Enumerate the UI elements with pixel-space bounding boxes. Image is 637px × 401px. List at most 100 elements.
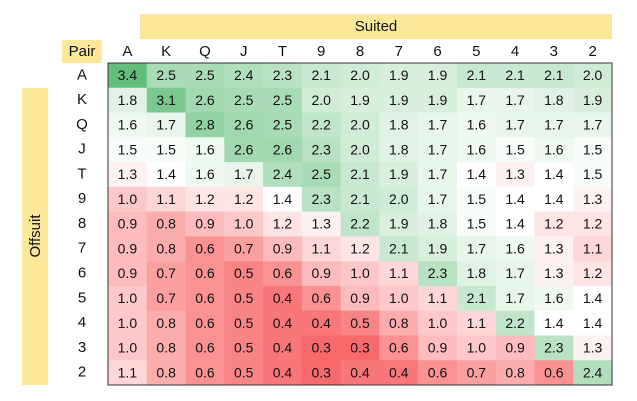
heat-cell — [534, 335, 574, 361]
cell-value: 1.7 — [467, 92, 487, 108]
heat-cell — [418, 63, 458, 89]
cell-value: 2.1 — [467, 290, 487, 306]
row-label: 8 — [78, 215, 86, 232]
heat-cell — [263, 112, 303, 138]
heat-cell — [301, 285, 342, 312]
heat-cell — [108, 261, 148, 287]
offsuit-label: Offsuit — [27, 214, 44, 258]
cell-value: 2.6 — [234, 141, 254, 157]
heat-cell — [263, 186, 303, 213]
heat-cell — [146, 261, 187, 287]
cell-value: 1.3 — [505, 166, 525, 182]
heat-cell — [301, 310, 342, 336]
heat-cell — [108, 186, 148, 213]
cell-value: 0.4 — [273, 315, 293, 331]
heat-cell — [379, 186, 419, 213]
cell-value: 1.9 — [428, 240, 448, 256]
heat-cell — [573, 211, 613, 237]
heat-cell — [340, 335, 380, 361]
cell-value: 1.1 — [156, 191, 176, 207]
cell-value: 0.3 — [350, 340, 370, 356]
grid-border — [107, 62, 613, 386]
heat-cell — [340, 261, 380, 287]
cell-value: 1.6 — [544, 290, 564, 306]
heat-cell — [146, 335, 187, 361]
heat-cell — [224, 236, 264, 262]
cell-value: 1.4 — [583, 315, 603, 331]
cell-value: 0.4 — [273, 290, 293, 306]
cell-value: 1.8 — [467, 265, 487, 281]
cell-value: 1.7 — [505, 92, 525, 108]
heat-cell — [224, 360, 264, 386]
cell-value: 1.0 — [118, 191, 138, 207]
cell-value: 1.3 — [118, 166, 138, 182]
cell-value: 1.7 — [428, 166, 448, 182]
heat-cell — [224, 310, 264, 336]
heat-cell — [418, 261, 458, 287]
heat-cell — [340, 87, 380, 114]
offsuit-banner — [22, 88, 48, 385]
heat-cell — [379, 63, 419, 89]
cell-value: 2.1 — [544, 67, 564, 83]
heat-cell — [263, 285, 303, 312]
heat-cell — [456, 112, 497, 138]
row-label: J — [78, 141, 86, 158]
cell-value: 0.9 — [118, 216, 138, 232]
heat-cell — [573, 186, 613, 213]
column-label: 2 — [588, 43, 596, 60]
row-label: Q — [76, 116, 88, 133]
cell-value: 1.5 — [156, 141, 176, 157]
cell-value: 1.8 — [118, 92, 138, 108]
cell-value: 0.8 — [505, 364, 525, 380]
cell-value: 1.2 — [350, 240, 370, 256]
cell-value: 1.6 — [467, 141, 487, 157]
heat-cell — [340, 236, 380, 262]
cell-value: 0.8 — [156, 216, 176, 232]
heat-cell — [573, 87, 613, 114]
heat-cell — [418, 112, 458, 138]
heat-cell — [418, 186, 458, 213]
cell-value: 2.1 — [350, 191, 370, 207]
heat-cell — [379, 211, 419, 237]
heat-cell — [340, 162, 380, 188]
cell-value: 1.8 — [389, 117, 409, 133]
heat-cell — [379, 360, 419, 386]
cell-value: 2.5 — [273, 117, 293, 133]
cell-value: 1.1 — [428, 290, 448, 306]
heat-cell — [456, 162, 497, 188]
cell-value: 2.1 — [505, 67, 525, 83]
row-label: A — [77, 66, 87, 83]
heat-cell — [495, 186, 535, 213]
cell-value: 1.7 — [428, 117, 448, 133]
heat-cell — [185, 63, 225, 89]
heat-cell — [456, 63, 497, 89]
cell-value: 1.7 — [428, 141, 448, 157]
cell-value: 0.7 — [467, 364, 487, 380]
heat-cell — [495, 261, 535, 287]
row-label: 9 — [78, 190, 86, 207]
cell-value: 1.9 — [389, 92, 409, 108]
heat-cell — [340, 360, 380, 386]
cell-value: 2.2 — [350, 216, 370, 232]
heat-cell — [379, 236, 419, 262]
heat-cell — [418, 285, 458, 312]
cell-value: 1.8 — [544, 92, 564, 108]
heat-cell — [224, 211, 264, 237]
heat-cell — [456, 186, 497, 213]
heat-cell — [263, 310, 303, 336]
cell-value: 1.5 — [467, 191, 487, 207]
heat-cell — [534, 87, 574, 114]
column-label: J — [240, 43, 248, 60]
cell-value: 1.2 — [195, 191, 215, 207]
heat-cell — [301, 211, 342, 237]
heat-cell — [108, 211, 148, 237]
cell-value: 2.0 — [583, 67, 603, 83]
heat-cell — [573, 335, 613, 361]
heat-cell — [534, 261, 574, 287]
heat-cell — [495, 285, 535, 312]
heat-cell — [379, 335, 419, 361]
heat-cell — [340, 186, 380, 213]
heat-cell — [301, 162, 342, 188]
heat-cell — [263, 211, 303, 237]
